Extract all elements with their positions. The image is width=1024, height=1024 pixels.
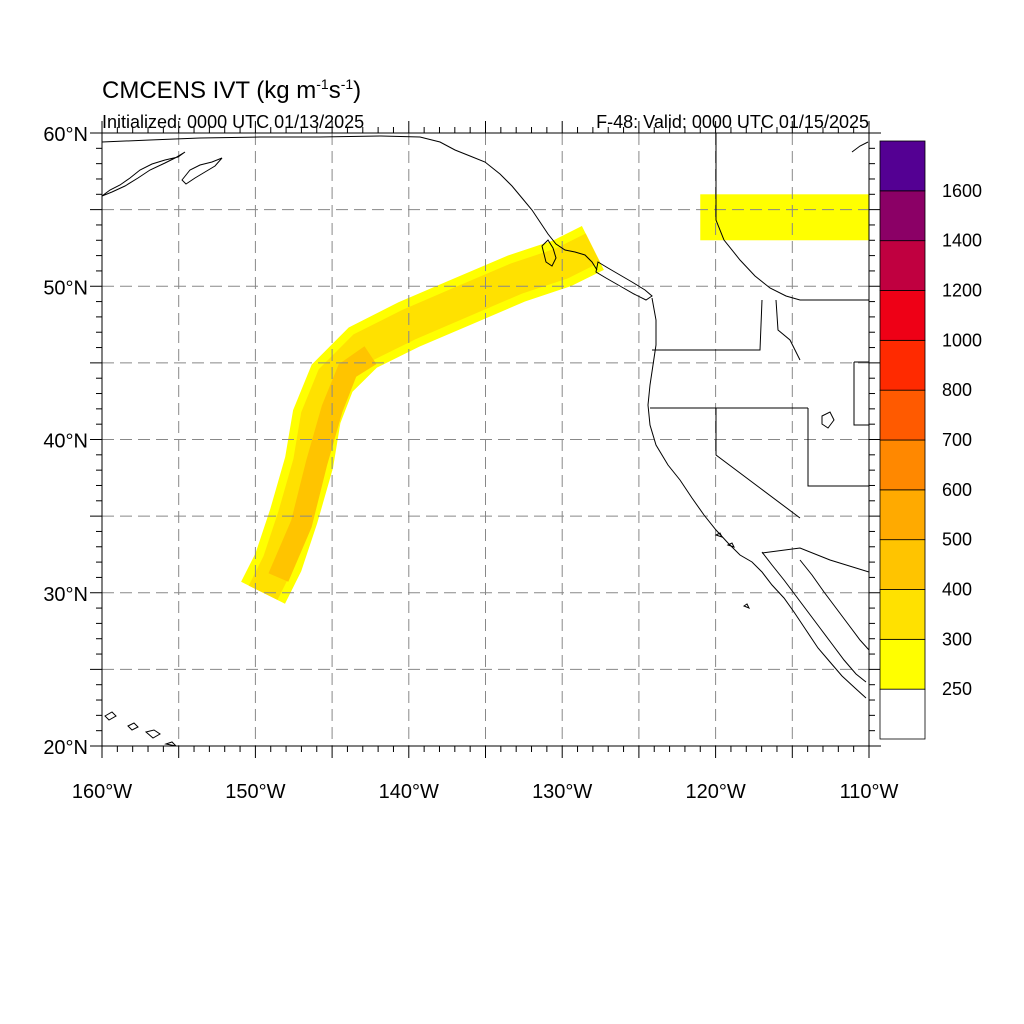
y-tick-label: 60°N — [43, 124, 88, 146]
ne-coast-fragment — [851, 141, 869, 153]
x-tick-label: 160°W — [72, 781, 132, 803]
alaska-coast — [102, 151, 186, 197]
colorbar-label: 1200 — [942, 281, 982, 301]
map-area — [102, 133, 869, 746]
colorbar-box — [879, 389, 926, 441]
state-border-ut — [853, 361, 869, 426]
ivt-shading — [241, 194, 869, 604]
colorbar-label: 700 — [942, 430, 972, 450]
colorbar-box — [879, 240, 926, 291]
colorbar-box — [879, 539, 926, 590]
y-tick-label: 40°N — [43, 431, 88, 453]
y-tick-label: 20°N — [43, 737, 88, 759]
colorbar-box — [879, 339, 926, 391]
axis-labels: 160°W 150°W 140°W 130°W 120°W 110°W 20°N 30°N 40… — [43, 124, 898, 803]
lakes — [821, 411, 835, 429]
y-tick-label: 50°N — [43, 277, 88, 299]
x-tick-label: 120°W — [685, 781, 745, 803]
channel-islands — [714, 532, 751, 609]
colorbar-label: 500 — [942, 530, 972, 550]
ivt-patch — [700, 194, 869, 241]
y-tick-label: 30°N — [43, 584, 88, 606]
x-tick-label: 150°W — [225, 781, 285, 803]
x-tick-label: 110°W — [840, 781, 899, 803]
colorbar-box — [879, 439, 926, 491]
alaska-mainland-coast — [102, 135, 598, 271]
colorbar-label: 600 — [942, 480, 972, 500]
state-border-ca-nv — [715, 408, 801, 519]
state-border-az — [807, 408, 869, 487]
pacific-coast — [647, 297, 867, 699]
colorbar-label: 1600 — [942, 181, 982, 201]
vancouver-island — [595, 261, 653, 301]
colorbar-box — [879, 589, 926, 640]
valid-time-label: F-48: Valid: 0000 UTC 01/15/2025 — [596, 112, 869, 132]
state-border-wa-or — [652, 299, 763, 351]
colorbar-box — [879, 190, 926, 242]
great-salt-lake — [821, 411, 835, 429]
political-borders — [650, 133, 869, 573]
colorbar-label: 300 — [942, 629, 972, 649]
colorbar-box — [879, 489, 926, 541]
gulf-coast-east — [799, 559, 869, 651]
init-time-label: Initialized: 0000 UTC 01/13/2025 — [102, 112, 364, 132]
us-mexico-border — [761, 547, 869, 573]
haida-gwaii — [541, 239, 557, 267]
chart-title: CMCENS IVT (kg m-1s-1) — [102, 76, 361, 104]
colorbar-box — [879, 140, 926, 192]
colorbar-box — [879, 638, 926, 690]
hawaii-islands — [104, 711, 177, 746]
ivt-band-core — [268, 346, 377, 582]
colorbar-box — [879, 688, 926, 740]
coastlines — [102, 135, 869, 746]
axis-ticks — [90, 121, 881, 758]
canada-us-border — [715, 133, 869, 301]
colorbar-label: 250 — [942, 679, 972, 699]
colorbar-label: 400 — [942, 580, 972, 600]
idaho-border — [775, 299, 801, 361]
x-tick-label: 130°W — [532, 781, 592, 803]
colorbar-label: 800 — [942, 380, 972, 400]
colorbar-label: 1400 — [942, 231, 982, 251]
colorbar-label: 1000 — [942, 330, 982, 350]
colorbar: 250 300 400 500 600 700 800 1000 1200 1400 1600 — [879, 140, 982, 740]
colorbar-box — [879, 290, 926, 341]
x-tick-label: 140°W — [379, 781, 439, 803]
kodiak-island — [181, 157, 223, 185]
baja-coast — [761, 551, 867, 683]
